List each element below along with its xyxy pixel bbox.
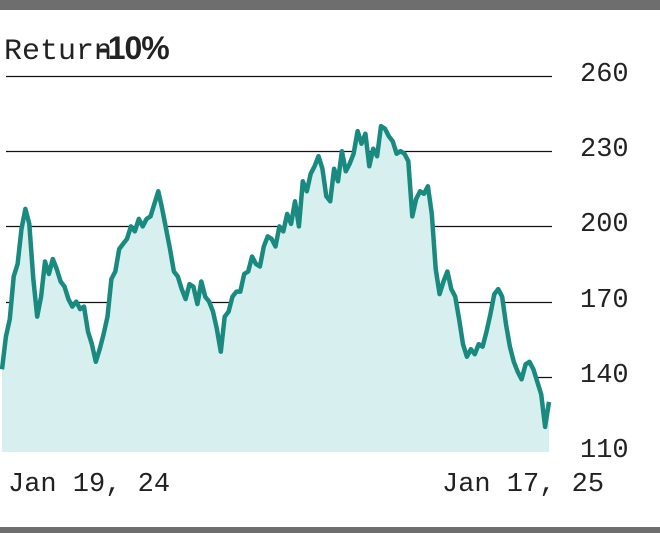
series-area <box>2 126 549 452</box>
y-tick-label-140: 140 <box>580 360 629 391</box>
x-tick-label-start: Jan 19, 24 <box>8 470 171 500</box>
bottom-border <box>0 527 660 533</box>
top-border <box>0 0 660 10</box>
title-prefix: Return <box>4 35 113 69</box>
y-tick-label-200: 200 <box>580 209 629 240</box>
y-tick-label-260: 260 <box>580 59 629 90</box>
series-line <box>0 123 552 430</box>
chart-title: Return-10% <box>4 30 170 69</box>
y-tick-label-170: 170 <box>580 285 629 316</box>
return-value: -10% <box>98 30 170 66</box>
y-tick-label-230: 230 <box>580 134 629 165</box>
y-tick-label-110: 110 <box>580 435 629 466</box>
x-tick-label-end: Jan 17, 25 <box>442 470 605 500</box>
